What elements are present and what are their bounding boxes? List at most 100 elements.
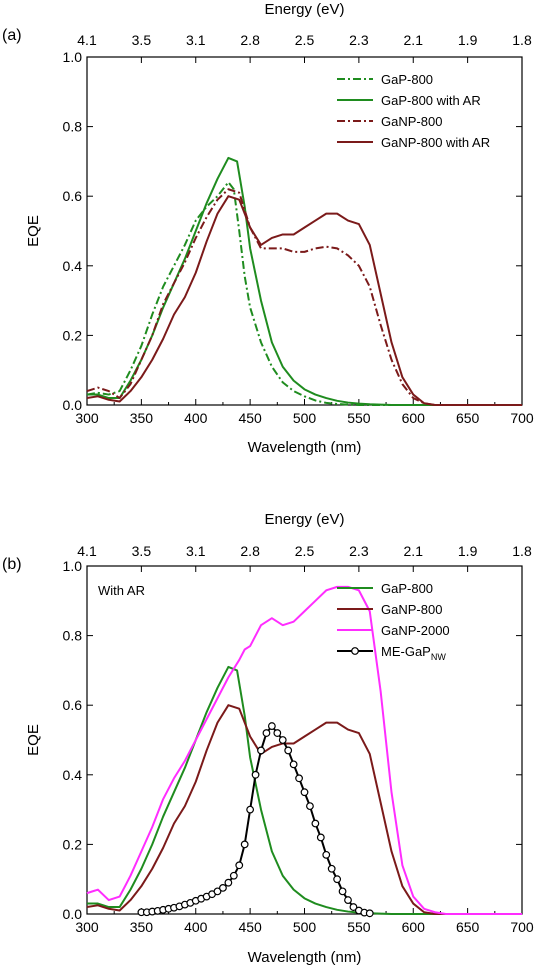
data-point bbox=[289, 760, 298, 769]
top-tick-label: 1.8 bbox=[512, 543, 532, 559]
y-tick-label: 0.2 bbox=[63, 327, 83, 343]
data-point bbox=[219, 884, 227, 892]
y-tick-label: 0.8 bbox=[63, 628, 83, 644]
data-point bbox=[344, 896, 352, 904]
legend-label: ME-GaPNW bbox=[381, 644, 446, 662]
y-axis-label: EQE bbox=[25, 724, 42, 756]
y-tick-label: 0.0 bbox=[63, 397, 83, 413]
data-point bbox=[300, 788, 309, 797]
top-tick-label: 2.8 bbox=[240, 32, 260, 48]
series-line-3 bbox=[86, 195, 522, 406]
x-tick-label: 600 bbox=[402, 410, 426, 426]
top-tick-label: 3.5 bbox=[132, 543, 152, 559]
data-point bbox=[267, 722, 276, 730]
top-axis-label: Energy (eV) bbox=[264, 511, 344, 528]
data-point bbox=[316, 833, 325, 842]
y-tick-label: 0.6 bbox=[63, 697, 83, 713]
top-tick-label: 2.5 bbox=[295, 32, 315, 48]
data-point bbox=[365, 909, 374, 918]
data-point bbox=[240, 840, 249, 849]
x-tick-label: 300 bbox=[75, 919, 99, 935]
annotation-text: With AR bbox=[98, 583, 145, 598]
data-point bbox=[333, 875, 342, 884]
top-axis-label: Energy (eV) bbox=[264, 1, 344, 18]
x-tick-label: 550 bbox=[347, 410, 371, 426]
panel-tag: (b) bbox=[2, 556, 22, 573]
data-point bbox=[235, 861, 244, 870]
data-point bbox=[278, 736, 287, 744]
y-axis-label: EQE bbox=[25, 215, 42, 247]
data-point bbox=[284, 746, 293, 755]
legend-label: GaP-800 bbox=[381, 72, 433, 87]
y-tick-label: 1.0 bbox=[63, 558, 83, 574]
legend-label: GaP-800 bbox=[381, 581, 433, 596]
top-tick-label: 2.3 bbox=[349, 32, 369, 48]
y-tick-label: 0.2 bbox=[63, 836, 83, 852]
series-line-2 bbox=[86, 188, 522, 406]
x-axis-label: Wavelength (nm) bbox=[248, 439, 362, 456]
plot-frame bbox=[86, 565, 523, 915]
data-point bbox=[251, 770, 260, 779]
top-tick-label: 1.9 bbox=[458, 32, 478, 48]
x-tick-label: 300 bbox=[75, 410, 99, 426]
top-tick-label: 2.8 bbox=[240, 543, 260, 559]
plot-frame bbox=[86, 56, 523, 406]
data-point bbox=[224, 878, 233, 887]
x-axis-label: Wavelength (nm) bbox=[248, 949, 362, 966]
y-tick-label: 0.4 bbox=[63, 767, 83, 783]
x-tick-label: 500 bbox=[293, 919, 317, 935]
legend-label: GaP-800 with AR bbox=[381, 93, 481, 108]
x-tick-label: 650 bbox=[456, 410, 480, 426]
y-tick-label: 0.4 bbox=[63, 258, 83, 274]
x-tick-label: 550 bbox=[347, 919, 371, 935]
data-point bbox=[338, 887, 347, 896]
series-line-0 bbox=[86, 181, 522, 406]
top-tick-label: 4.1 bbox=[77, 32, 97, 48]
x-tick-label: 600 bbox=[402, 919, 426, 935]
top-tick-label: 2.3 bbox=[349, 543, 369, 559]
legend-label: GaNP-800 bbox=[381, 602, 442, 617]
top-tick-label: 3.1 bbox=[186, 32, 206, 48]
x-tick-label: 350 bbox=[130, 410, 154, 426]
y-tick-label: 1.0 bbox=[63, 49, 83, 65]
x-tick-label: 350 bbox=[130, 919, 154, 935]
x-tick-label: 450 bbox=[238, 919, 262, 935]
data-point bbox=[246, 805, 255, 814]
series-line-2 bbox=[86, 585, 522, 915]
x-tick-label: 700 bbox=[510, 919, 534, 935]
panel-b: (b) Energy (eV) 300 350 400 450 500 550 600 650 70… bbox=[2, 511, 534, 966]
top-tick-label: 4.1 bbox=[77, 543, 97, 559]
data-point bbox=[349, 903, 358, 911]
y-tick-label: 0.8 bbox=[63, 119, 83, 135]
legend-marker bbox=[351, 647, 359, 655]
legend-label: GaNP-800 bbox=[381, 114, 442, 129]
panel-a: (a) Energy (eV) 300 350 400 450 500 550 600 650 70… bbox=[2, 1, 534, 456]
y-tick-label: 0.0 bbox=[63, 906, 83, 922]
x-tick-label: 450 bbox=[238, 410, 262, 426]
data-point bbox=[273, 729, 282, 737]
data-point bbox=[327, 864, 336, 873]
x-tick-label: 500 bbox=[293, 410, 317, 426]
legend-label-subscript: NW bbox=[431, 652, 446, 662]
top-tick-label: 2.5 bbox=[295, 543, 315, 559]
series-line-0 bbox=[87, 665, 522, 915]
data-point bbox=[229, 871, 238, 880]
data-point bbox=[262, 729, 271, 737]
data-point bbox=[306, 802, 314, 811]
top-tick-label: 3.1 bbox=[186, 543, 206, 559]
legend-label: GaNP-800 with AR bbox=[381, 135, 490, 150]
data-point bbox=[213, 887, 222, 896]
top-tick-label: 2.1 bbox=[404, 543, 424, 559]
data-point bbox=[322, 850, 331, 859]
y-tick-label: 0.6 bbox=[63, 188, 83, 204]
data-point bbox=[295, 774, 303, 783]
x-tick-label: 700 bbox=[510, 410, 534, 426]
legend-label: GaNP-2000 bbox=[381, 623, 450, 638]
series-line-1 bbox=[86, 704, 522, 915]
top-tick-label: 1.9 bbox=[458, 543, 478, 559]
data-point bbox=[257, 746, 265, 755]
top-tick-label: 1.8 bbox=[512, 32, 532, 48]
panel-tag: (a) bbox=[2, 27, 22, 44]
x-tick-label: 400 bbox=[184, 410, 208, 426]
